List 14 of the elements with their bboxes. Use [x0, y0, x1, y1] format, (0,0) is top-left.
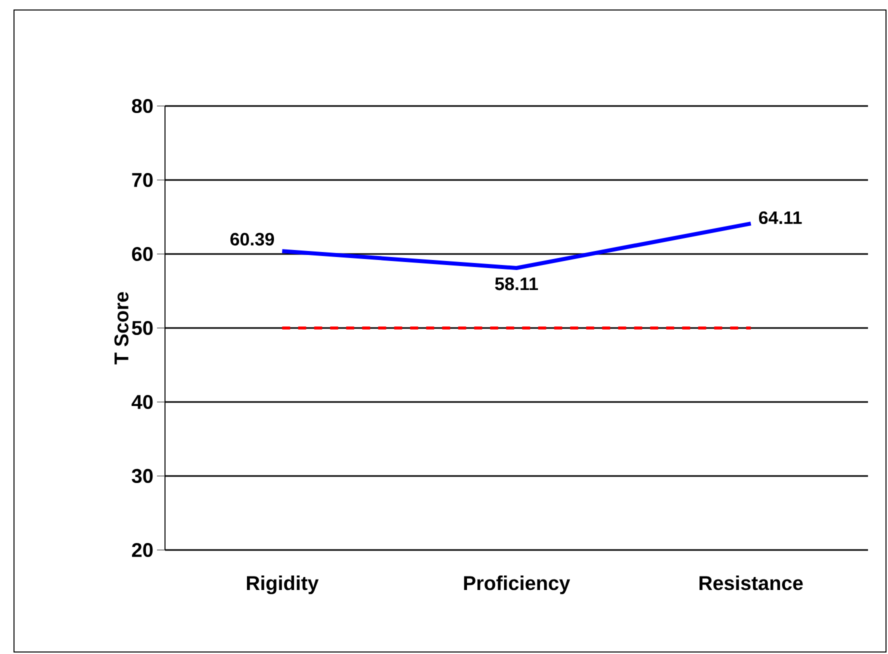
- y-tick-label: 70: [132, 172, 153, 188]
- y-tick-label: 60: [132, 246, 153, 262]
- data-label: 58.11: [495, 277, 538, 290]
- x-tick-label: Proficiency: [464, 576, 570, 594]
- y-tick-label: 40: [132, 394, 153, 410]
- y-tick-label: 80: [132, 98, 153, 114]
- y-tick-label: 20: [132, 542, 153, 558]
- data-label: 60.39: [230, 232, 274, 246]
- y-axis-title: T Score: [114, 292, 128, 364]
- x-tick-label: Rigidity: [246, 576, 319, 594]
- x-tick-label: Resistance: [700, 576, 803, 590]
- y-tick-label: 50: [132, 320, 153, 336]
- y-tick-label: 30: [132, 468, 153, 484]
- data-label: 64.11: [759, 211, 802, 224]
